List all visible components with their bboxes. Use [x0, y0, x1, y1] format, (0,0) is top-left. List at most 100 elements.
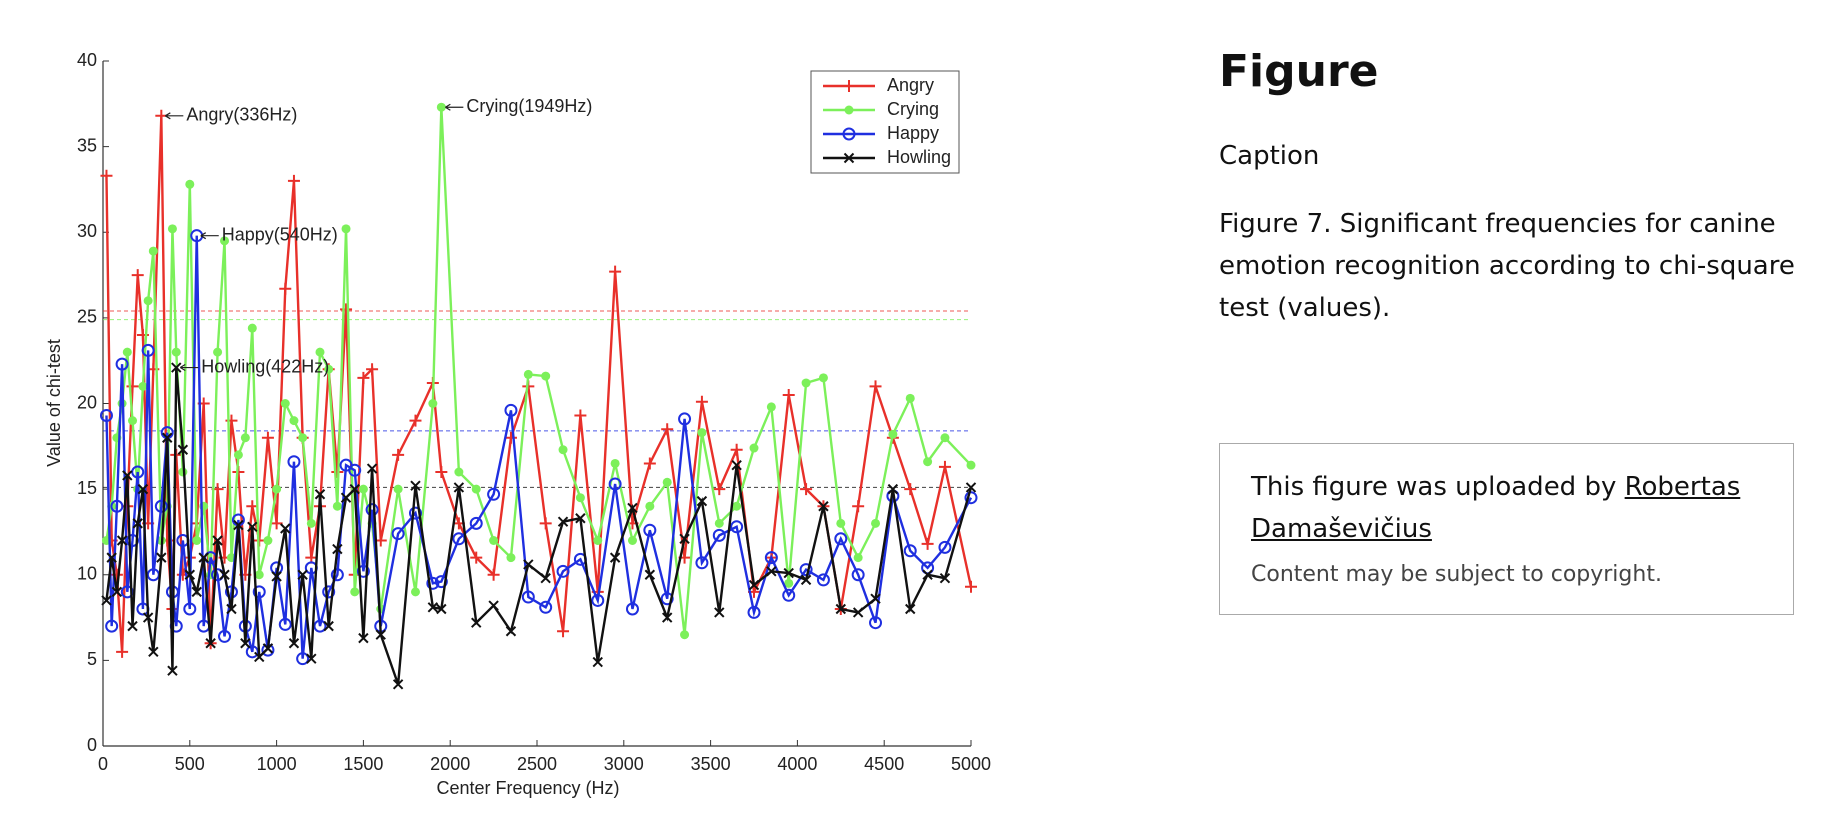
marker — [625, 602, 639, 616]
marker — [574, 409, 587, 422]
marker — [183, 602, 197, 616]
marker — [254, 651, 265, 663]
marker — [391, 527, 405, 541]
marker — [843, 80, 855, 92]
y-tick-label: 5 — [87, 649, 97, 669]
marker — [324, 364, 334, 374]
marker — [315, 347, 325, 357]
marker — [142, 612, 154, 623]
marker — [101, 595, 112, 606]
marker — [167, 224, 177, 234]
marker — [730, 520, 744, 534]
marker — [392, 448, 405, 461]
marker — [436, 102, 446, 112]
marker — [749, 443, 759, 453]
marker — [279, 282, 292, 295]
marker — [905, 393, 915, 403]
marker — [938, 460, 951, 473]
marker — [332, 501, 342, 511]
marker — [287, 174, 300, 187]
series-line — [105, 107, 972, 635]
marker — [323, 620, 334, 632]
upload-line: This figure was uploaded by Robertas Dam… — [1251, 466, 1793, 550]
marker — [233, 450, 243, 460]
marker — [111, 586, 123, 598]
marker — [816, 573, 830, 587]
marker — [843, 152, 855, 164]
marker — [116, 535, 128, 546]
marker — [313, 619, 327, 633]
marker — [392, 679, 404, 690]
y-tick-label: 25 — [77, 307, 97, 327]
marker — [271, 571, 282, 582]
caption: Figure 7. Significant frequencies for ca… — [1219, 209, 1795, 323]
legend-label: Howling — [887, 147, 951, 167]
annotation: Crying(1949Hz) — [466, 96, 592, 116]
marker — [730, 443, 743, 456]
chart: Center Frequency (Hz) Value of chi-test … — [44, 50, 991, 798]
upload-text: This figure was uploaded by — [1251, 472, 1617, 502]
x-tick-label: 3000 — [604, 754, 644, 774]
marker — [226, 603, 237, 615]
marker — [131, 269, 144, 282]
marker — [148, 246, 158, 256]
marker — [116, 645, 129, 658]
marker — [409, 414, 422, 427]
marker — [627, 536, 637, 545]
uploader-link[interactable]: Robertas Damaševičius — [1251, 472, 1741, 544]
marker — [800, 574, 812, 586]
marker — [434, 575, 448, 589]
marker — [349, 483, 360, 495]
marker — [453, 482, 465, 493]
marker — [852, 500, 865, 513]
annotation: Happy(540Hz) — [222, 224, 338, 244]
marker — [240, 433, 250, 443]
x-tick-label: 2500 — [517, 754, 557, 774]
annotation-arrow — [200, 232, 219, 240]
marker — [171, 347, 181, 357]
marker — [322, 585, 336, 599]
marker — [220, 236, 230, 246]
marker — [489, 536, 499, 545]
marker — [366, 363, 379, 376]
heading: Figure — [1219, 46, 1379, 97]
marker — [138, 381, 148, 391]
x-axis-label: Center Frequency (Hz) — [436, 778, 619, 798]
x-tick-label: 1000 — [257, 754, 297, 774]
marker — [680, 630, 690, 640]
marker — [375, 629, 386, 640]
marker — [154, 499, 168, 513]
legend-box — [810, 70, 960, 174]
marker — [540, 572, 551, 584]
marker — [408, 506, 422, 520]
marker — [211, 568, 225, 582]
marker — [280, 523, 291, 534]
marker — [280, 399, 290, 408]
marker — [488, 600, 499, 611]
y-tick-label: 15 — [77, 478, 97, 498]
marker — [198, 552, 209, 563]
marker — [306, 653, 317, 664]
marker — [591, 593, 605, 607]
marker — [247, 323, 257, 333]
marker — [643, 523, 657, 537]
marker — [965, 482, 977, 493]
marker — [100, 169, 113, 182]
marker — [870, 593, 881, 604]
marker — [842, 127, 856, 141]
marker — [766, 566, 777, 577]
marker — [126, 380, 139, 393]
marker — [558, 445, 568, 455]
marker — [504, 431, 517, 444]
marker — [714, 607, 725, 618]
marker — [366, 463, 378, 474]
marker — [784, 578, 794, 588]
marker — [263, 536, 273, 545]
marker — [679, 533, 690, 544]
marker — [834, 532, 848, 546]
marker — [940, 433, 950, 443]
marker — [99, 408, 113, 422]
marker — [695, 556, 709, 570]
marker — [575, 513, 586, 524]
